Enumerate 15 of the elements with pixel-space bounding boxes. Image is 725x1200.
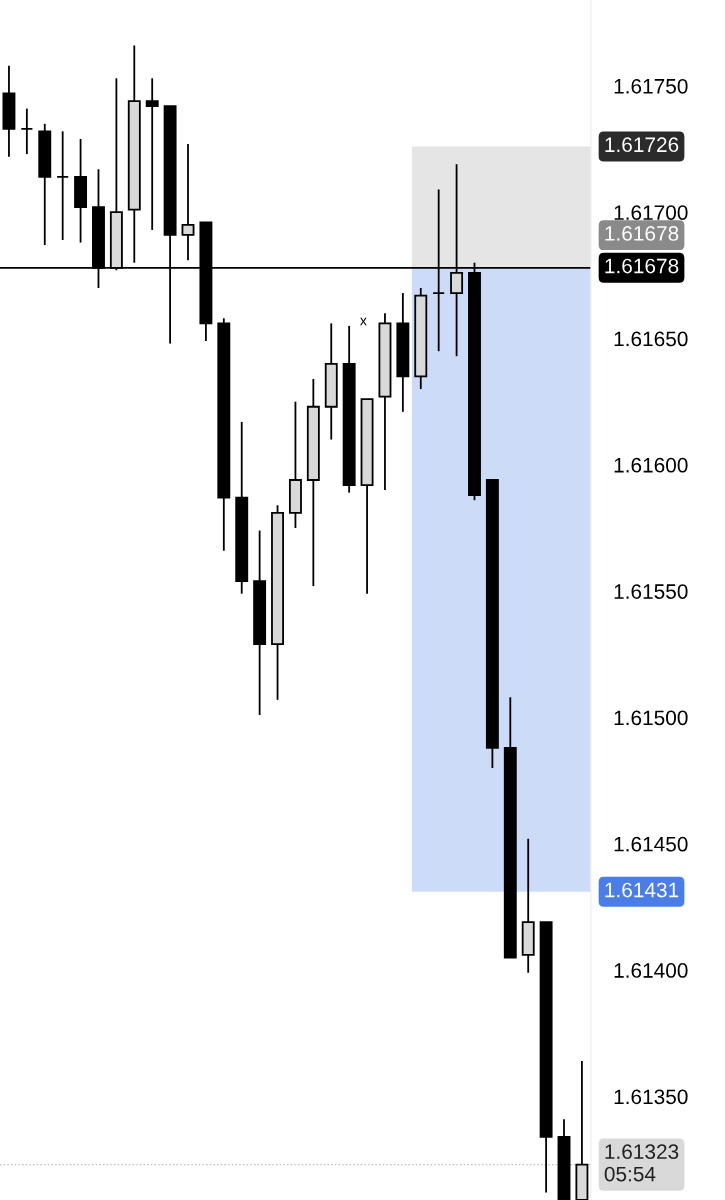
band-label: 1.61431 [605,882,679,898]
y-tick-label: 1.61700 [614,205,688,220]
annotation: x [360,317,367,326]
y-tick-label: 1.61350 [614,1089,688,1105]
ref-line-label: 1.61323 05:54 [604,1144,679,1182]
y-tick-label: 1.61400 [614,963,688,978]
y-tick-label: 1.61750 [614,78,688,94]
y-tick-label: 1.61600 [614,457,688,473]
y-tick-label: 1.61500 [614,710,688,726]
y-tick-label: 1.61650 [614,331,688,347]
ref-line-label: 1.61678 [605,258,679,274]
band-label: 1.61726 [605,137,679,153]
y-tick-label: 1.61550 [614,584,688,599]
y-tick-label: 1.61450 [614,836,688,852]
text: 1.61678 [605,226,679,241]
